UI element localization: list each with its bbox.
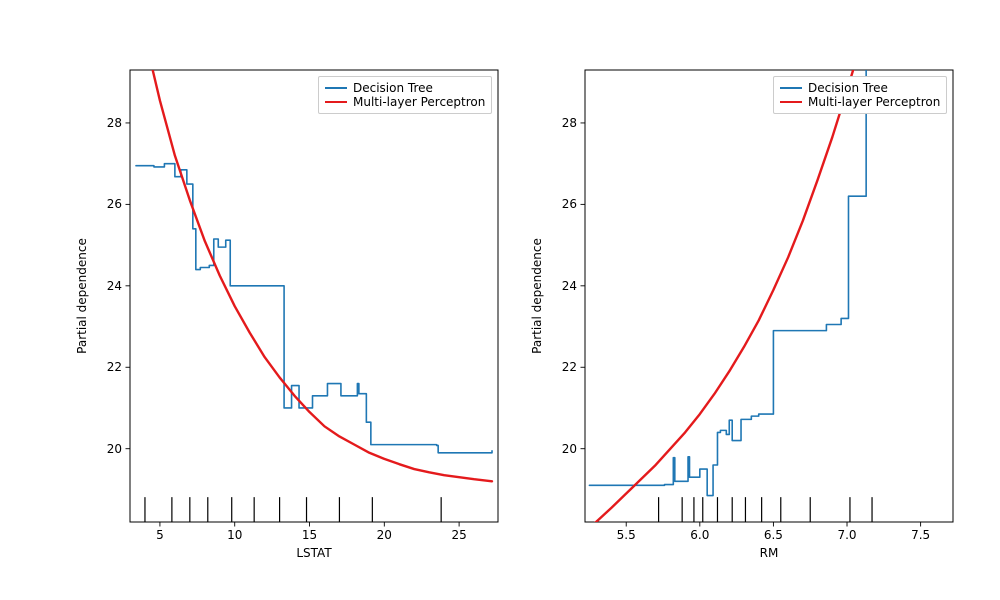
xlabel-left: LSTAT: [296, 546, 331, 560]
ytick-label: 28: [562, 116, 577, 130]
ytick-label: 26: [107, 197, 122, 211]
legend-label: Multi-layer Perceptron: [808, 95, 940, 109]
ytick-label: 24: [562, 279, 577, 293]
xtick-label: 7.5: [911, 528, 930, 542]
legend-item: Multi-layer Perceptron: [325, 95, 485, 109]
plot-svg-right: [585, 70, 953, 522]
ytick-label: 22: [562, 360, 577, 374]
ylabel-right: Partial dependence: [530, 238, 544, 354]
legend-swatch: [780, 101, 802, 103]
legend-item: Decision Tree: [325, 81, 485, 95]
legend-left: Decision TreeMulti-layer Perceptron: [318, 76, 492, 114]
xtick-label: 5: [156, 528, 164, 542]
xlabel-right: RM: [760, 546, 779, 560]
axes-right: [585, 70, 953, 522]
figure: 5 10 15 20 25 20 22 24 26 28 LSTAT Partial dependen…: [0, 0, 1000, 600]
xtick-label: 20: [377, 528, 392, 542]
legend-label: Decision Tree: [808, 81, 888, 95]
ytick-label: 24: [107, 279, 122, 293]
legend-right: Decision TreeMulti-layer Perceptron: [773, 76, 947, 114]
series-decision-tree: [589, 0, 869, 496]
legend-swatch: [325, 87, 347, 89]
ytick-label: 20: [562, 442, 577, 456]
plot-svg-left: [130, 70, 498, 522]
xtick-label: 6.0: [690, 528, 709, 542]
legend-swatch: [780, 87, 802, 89]
xtick-label: 5.5: [617, 528, 636, 542]
legend-label: Multi-layer Perceptron: [353, 95, 485, 109]
legend-item: Decision Tree: [780, 81, 940, 95]
ytick-label: 22: [107, 360, 122, 374]
ytick-label: 28: [107, 116, 122, 130]
legend-item: Multi-layer Perceptron: [780, 95, 940, 109]
ytick-label: 26: [562, 197, 577, 211]
ytick-label: 20: [107, 442, 122, 456]
legend-label: Decision Tree: [353, 81, 433, 95]
series-decision-tree: [136, 164, 492, 453]
xtick-label: 15: [302, 528, 317, 542]
series-multi-layer-perceptron: [136, 0, 492, 481]
xtick-label: 7.0: [837, 528, 856, 542]
xtick-label: 10: [227, 528, 242, 542]
xtick-label: 6.5: [764, 528, 783, 542]
legend-swatch: [325, 101, 347, 103]
ylabel-left: Partial dependence: [75, 238, 89, 354]
axes-left: [130, 70, 498, 522]
xtick-label: 25: [451, 528, 466, 542]
